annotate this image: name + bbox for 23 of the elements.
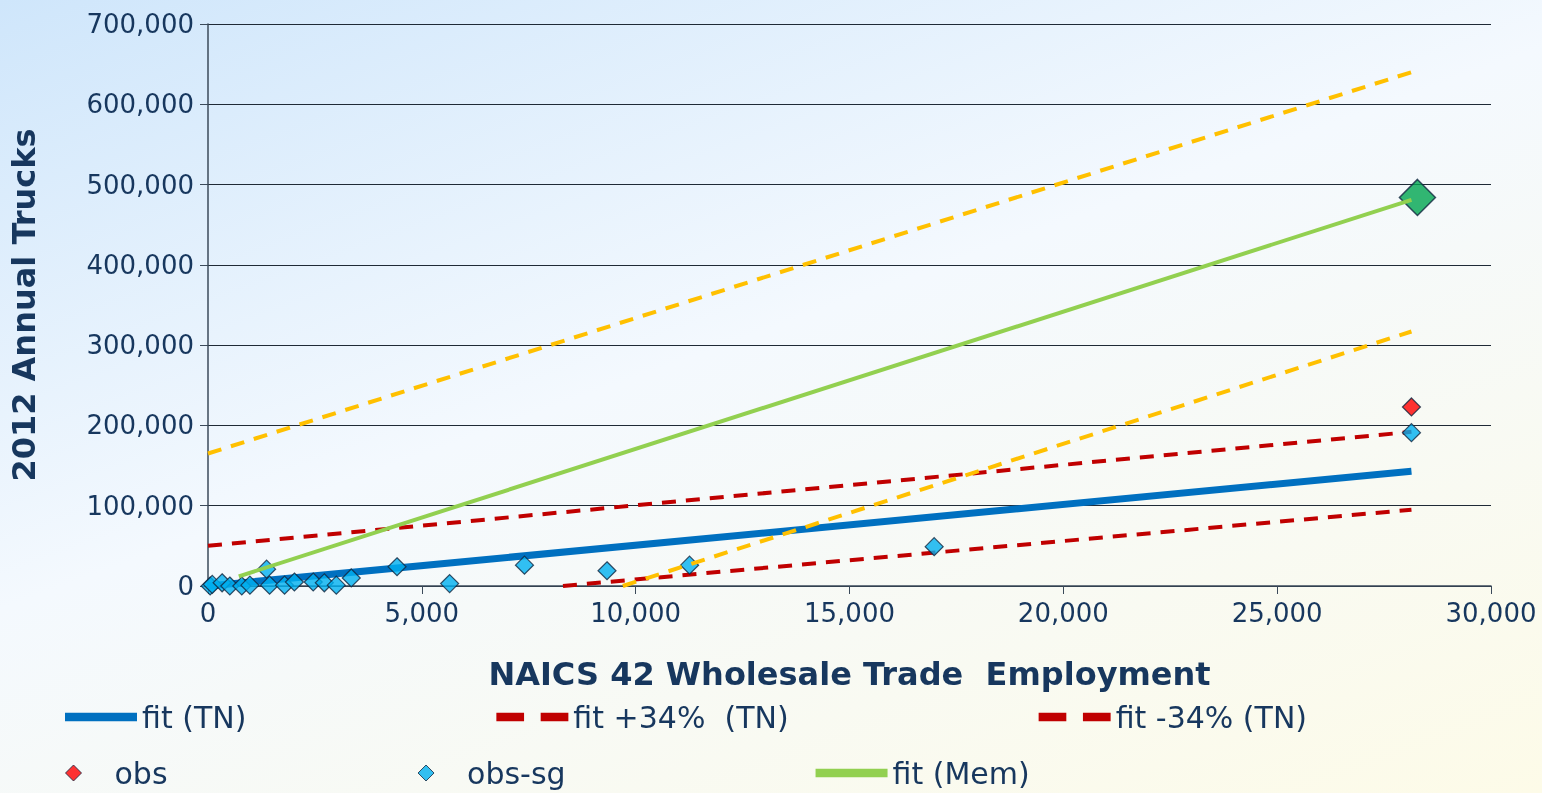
x-axis-title: NAICS 42 Wholesale Trade Employment: [488, 655, 1211, 693]
legend-label: fit -34% (TN): [1115, 699, 1308, 735]
x-tick-label: 30,000: [1445, 598, 1537, 628]
y-tick-label: 0: [177, 571, 194, 601]
y-tick-label: 700,000: [86, 9, 194, 39]
legend-label: fit (Mem): [892, 755, 1030, 791]
x-tick-label: 5,000: [384, 598, 460, 628]
x-tick-label: 0: [199, 598, 217, 628]
x-tick-label: 20,000: [1017, 598, 1109, 628]
y-tick-label: 400,000: [86, 249, 194, 280]
y-axis-title: 2012 Annual Trucks: [5, 128, 43, 482]
legend-label: obs-sg: [467, 755, 566, 791]
x-tick-label: 15,000: [804, 598, 895, 628]
legend-label: obs: [114, 755, 168, 791]
legend-label: fit +34% (TN): [573, 699, 789, 735]
y-tick-label: 600,000: [86, 89, 194, 120]
x-tick-label: 25,000: [1231, 598, 1323, 628]
y-tick-label: 300,000: [86, 330, 194, 361]
x-tick-label: 10,000: [590, 598, 682, 628]
y-tick-label: 500,000: [86, 169, 194, 200]
y-tick-label: 100,000: [86, 490, 194, 521]
y-tick-label: 200,000: [86, 410, 194, 441]
legend-label: fit (TN): [142, 699, 247, 735]
